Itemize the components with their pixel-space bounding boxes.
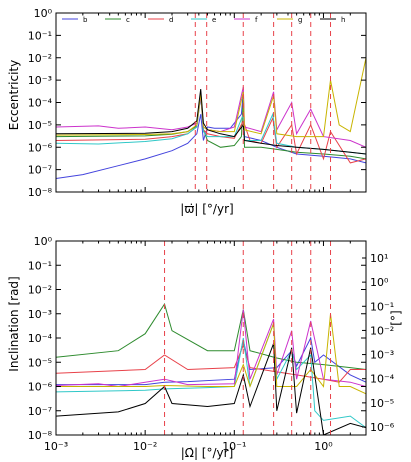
y-tick-label: 10⁻¹ bbox=[28, 259, 52, 272]
y-tick-label: 10⁻² bbox=[28, 284, 52, 297]
right-y-tick-label: 10¹ bbox=[370, 252, 388, 265]
right-y-tick-label: 10⁻⁶ bbox=[370, 421, 395, 434]
right-y-tick-label: 10⁰ bbox=[370, 276, 389, 289]
y-tick-label: 10⁻¹ bbox=[28, 29, 52, 42]
y-tick-label: 10⁻⁸ bbox=[28, 429, 53, 442]
eccentricity-panel: 10⁰ 10⁻¹ 10⁻² 10⁻³ 10⁻⁴ 10⁻⁵ 10⁻⁶ 10⁻⁷ 10⁻⁸ Ecce… bbox=[7, 7, 367, 216]
y-tick-label: 10⁻⁸ bbox=[28, 186, 53, 199]
legend-label-e: e bbox=[212, 16, 216, 24]
eccentricity-plot-frame bbox=[55, 12, 367, 193]
series-line-d bbox=[56, 343, 366, 383]
series-line-f bbox=[56, 309, 366, 388]
y-tick-label: 10⁻⁴ bbox=[28, 97, 53, 110]
y-tick-label: 10⁻⁶ bbox=[28, 381, 53, 394]
eccentricity-y-tick-labels: 10⁰ 10⁻¹ 10⁻² 10⁻³ 10⁻⁴ 10⁻⁵ 10⁻⁶ 10⁻⁷ 10⁻⁸ bbox=[28, 7, 53, 199]
series-line-g bbox=[56, 313, 366, 395]
right-y-tick-label: 10⁻³ bbox=[370, 349, 394, 362]
y-tick-label: 10⁻⁷ bbox=[28, 164, 52, 177]
right-y-tick-label: 10⁻⁵ bbox=[370, 397, 394, 410]
y-tick-label: 10⁻² bbox=[28, 52, 52, 65]
right-y-tick-label: 10⁻¹ bbox=[370, 300, 394, 313]
legend-label-b: b bbox=[83, 16, 88, 24]
x-tick-label: 10⁻³ bbox=[44, 440, 68, 453]
x-tick-label: 10⁻¹ bbox=[222, 440, 246, 453]
inclination-x-tick-labels: 10⁻³ 10⁻² 10⁻¹ 10⁰ bbox=[44, 440, 333, 453]
x-tick-label: 10⁰ bbox=[314, 440, 333, 453]
series-line-h bbox=[56, 343, 366, 435]
inclination-y-axis-label: Inclination [rad] bbox=[7, 276, 21, 371]
right-y-tick-label: 10⁻² bbox=[370, 324, 394, 337]
y-tick-label: 10⁻³ bbox=[28, 308, 52, 321]
y-tick-label: 10⁻⁷ bbox=[28, 405, 52, 418]
inclination-right-y-axis-label: [°] bbox=[389, 310, 403, 325]
inclination-x-axis-label: |Ω̇| [°/yr] bbox=[181, 446, 234, 460]
series-line-g bbox=[56, 57, 366, 138]
series-line-e bbox=[56, 95, 366, 155]
legend-label-g: g bbox=[298, 16, 302, 24]
series-line-d bbox=[56, 95, 366, 164]
series-line-e bbox=[56, 323, 366, 429]
eccentricity-x-axis-label: |ϖ̇| [°/yr] bbox=[180, 202, 233, 216]
inclination-y-tick-labels: 10⁰ 10⁻¹ 10⁻² 10⁻³ 10⁻⁴ 10⁻⁵ 10⁻⁶ 10⁻⁷ 10⁻⁸ bbox=[28, 235, 53, 442]
eccentricity-resonance-lines bbox=[194, 13, 332, 192]
legend-label-c: c bbox=[126, 16, 130, 24]
y-tick-label: 10⁰ bbox=[34, 7, 53, 20]
series-line-f bbox=[56, 86, 366, 148]
legend-label-f: f bbox=[255, 16, 258, 24]
y-tick-label: 10⁻⁵ bbox=[28, 356, 52, 369]
series-line-c bbox=[56, 302, 366, 370]
y-tick-label: 10⁻⁵ bbox=[28, 119, 52, 132]
y-tick-label: 10⁻⁴ bbox=[28, 332, 53, 345]
eccentricity-series-layer bbox=[56, 57, 366, 179]
eccentricity-ticks bbox=[55, 12, 367, 193]
y-tick-label: 10⁻⁶ bbox=[28, 141, 53, 154]
y-tick-label: 10⁻³ bbox=[28, 74, 52, 87]
series-line-h bbox=[56, 88, 366, 155]
legend: b c d e f g h bbox=[62, 16, 345, 24]
legend-label-d: d bbox=[169, 16, 173, 24]
right-y-tick-label: 10⁻⁴ bbox=[370, 373, 395, 386]
inclination-right-y-tick-labels: 10¹ 10⁰ 10⁻¹ 10⁻² 10⁻³ 10⁻⁴ 10⁻⁵ 10⁻⁶ bbox=[362, 252, 395, 434]
inclination-plot-frame bbox=[55, 240, 367, 436]
legend-label-h: h bbox=[341, 16, 345, 24]
inclination-series-layer bbox=[56, 302, 366, 435]
x-tick-label: 10⁻² bbox=[133, 440, 157, 453]
eccentricity-y-axis-label: Eccentricity bbox=[7, 60, 21, 130]
y-tick-label: 10⁰ bbox=[34, 235, 53, 248]
